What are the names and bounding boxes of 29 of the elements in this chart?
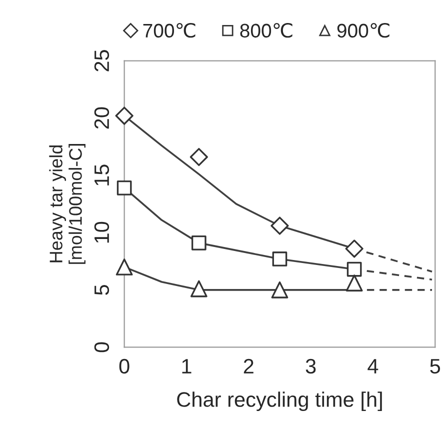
legend-label: 800℃ [240,22,292,38]
y-tick-label: 5 [94,284,110,295]
point [116,258,133,276]
point [116,180,132,196]
point [190,148,208,166]
point [345,240,364,258]
x-tick-label: 2 [244,358,254,374]
point [270,216,289,235]
point [346,274,363,292]
x-tick-label: 0 [119,358,130,374]
y-tick-label: 20 [94,107,110,129]
legend-label: 700℃ [143,22,196,38]
x-tick-label: 4 [368,359,378,374]
y-tick-label: 10 [94,222,110,243]
y-tick-label: 0 [94,342,110,352]
legend-label: 900℃ [337,22,390,38]
x-tick-label: 1 [182,359,192,374]
x-axis-title: Char recycling time [h] [177,392,382,412]
point [115,106,134,125]
y-axis-title: Heavy tar yield [mol/100mol-C] [49,144,86,264]
y-tick-label: 15 [94,164,110,186]
point [190,280,208,298]
x-tick-label: 3 [306,358,316,374]
point [191,236,206,250]
point [272,252,288,266]
point [346,262,362,277]
x-tick-label: 5 [430,359,440,374]
point [271,281,288,298]
y-tick-label: 25 [94,50,110,72]
